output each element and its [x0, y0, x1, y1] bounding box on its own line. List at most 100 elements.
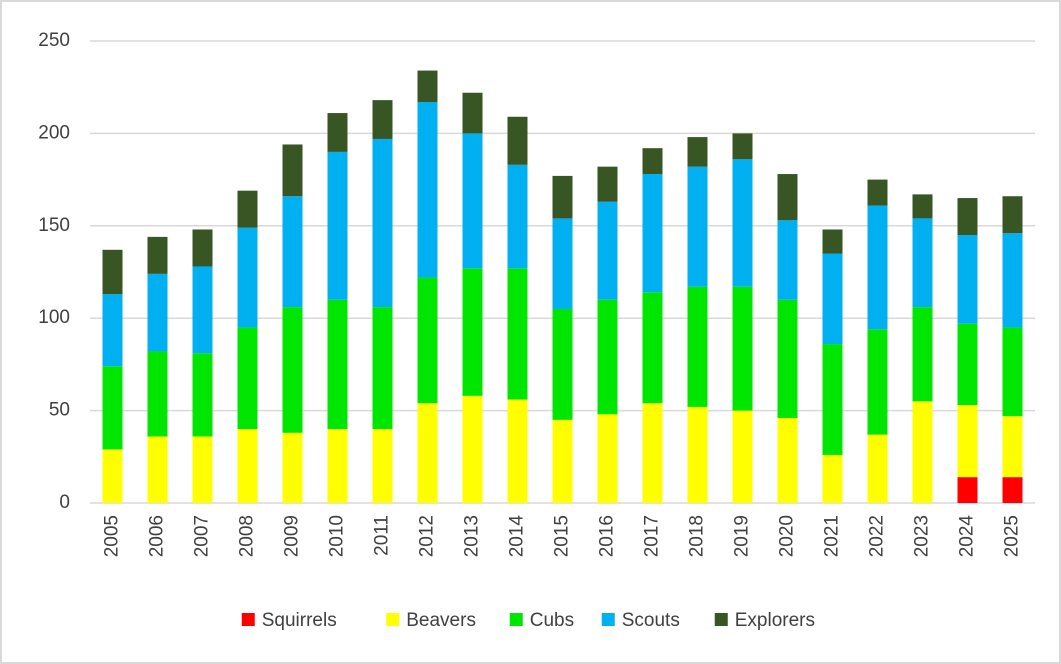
x-tick-label: 2025	[1002, 515, 1023, 557]
bar-segment	[957, 323, 978, 406]
legend-swatch	[601, 613, 615, 626]
bar-segment	[417, 277, 438, 404]
x-tick-label: 2018	[687, 515, 708, 557]
legend-label: Scouts	[622, 610, 680, 631]
bar-segment	[282, 432, 303, 503]
bar-segment	[732, 133, 753, 160]
bar-segment	[867, 329, 888, 435]
bar-segment	[507, 116, 528, 165]
x-tick-label: 2020	[777, 515, 798, 557]
legend-label: Beavers	[406, 610, 476, 631]
bar-segment	[192, 266, 213, 354]
bar-segment	[327, 151, 348, 300]
bar-segment	[237, 190, 258, 228]
bar-segment	[777, 299, 798, 418]
y-tick-label: 200	[38, 122, 70, 143]
y-tick-label: 150	[38, 215, 70, 236]
legend-label: Explorers	[735, 610, 815, 631]
bar-segment	[462, 395, 483, 503]
bar-segment	[147, 351, 168, 437]
bar-segment	[192, 229, 213, 267]
bar-segment	[957, 477, 978, 503]
bar-segment	[372, 138, 393, 308]
x-tick-label: 2010	[327, 515, 348, 557]
bar-segment	[102, 449, 123, 503]
x-tick-label: 2011	[372, 515, 393, 556]
y-tick-label: 0	[59, 492, 70, 513]
bar-segment	[417, 403, 438, 503]
bar-segment	[1002, 196, 1023, 234]
bar-segment	[1002, 233, 1023, 328]
bar-segment	[327, 113, 348, 152]
x-tick-label: 2005	[102, 515, 123, 557]
bar-segment	[237, 227, 258, 328]
bar-segment	[1002, 416, 1023, 478]
bar-segment	[777, 417, 798, 503]
x-tick-label: 2024	[957, 515, 978, 558]
bar-segment	[552, 175, 573, 219]
bar-segment	[1002, 327, 1023, 417]
bar-segment	[867, 434, 888, 503]
bar-segment	[912, 194, 933, 219]
bar-segment	[642, 174, 663, 293]
bar-segment	[102, 294, 123, 367]
bar-segment	[957, 198, 978, 236]
bar-segment	[507, 268, 528, 400]
bar-segment	[957, 405, 978, 478]
x-tick-label: 2015	[552, 515, 573, 557]
y-tick-label: 50	[49, 400, 70, 421]
bar-segment	[912, 218, 933, 308]
bar-segment	[1002, 477, 1023, 503]
bar-segment	[822, 229, 843, 254]
x-tick-label: 2012	[417, 515, 438, 557]
bar-segment	[147, 436, 168, 503]
legend-label: Squirrels	[262, 610, 337, 631]
bar-segment	[372, 429, 393, 503]
x-tick-label: 2013	[462, 515, 483, 557]
bar-segment	[462, 133, 483, 269]
bar-segment	[912, 307, 933, 402]
x-tick-label: 2023	[912, 515, 933, 557]
x-tick-label: 2006	[147, 515, 168, 557]
bar-segment	[687, 406, 708, 503]
bar-segment	[147, 236, 168, 274]
bar-segment	[192, 436, 213, 503]
y-tick-label: 250	[38, 30, 70, 51]
legend-label: Cubs	[530, 610, 574, 631]
bar-segment	[642, 292, 663, 404]
bar-segment	[597, 414, 618, 503]
x-tick-label: 2009	[282, 515, 303, 557]
x-tick-label: 2019	[732, 515, 753, 557]
legend-swatch	[714, 613, 728, 626]
bar-segment	[417, 101, 438, 278]
bar-segment	[732, 410, 753, 503]
bar-segment	[957, 235, 978, 324]
legend-swatch	[386, 613, 400, 626]
bar-segment	[822, 454, 843, 503]
bar-segment	[597, 166, 618, 202]
bar-segment	[912, 401, 933, 503]
bar-segment	[552, 419, 573, 503]
bar-segment	[237, 429, 258, 503]
bar-segment	[777, 174, 798, 221]
bar-segment	[777, 220, 798, 300]
bar-segment	[732, 159, 753, 287]
bar-segment	[282, 144, 303, 197]
bar-segment	[507, 164, 528, 269]
legend-swatch	[509, 613, 523, 626]
bar-segment	[552, 308, 573, 420]
bar-segment	[327, 299, 348, 430]
bar-segment	[102, 366, 123, 450]
bar-segment	[822, 253, 843, 345]
bar-segment	[597, 299, 618, 415]
bar-segment	[327, 429, 348, 503]
x-tick-label: 2014	[507, 515, 528, 558]
bar-segment	[462, 92, 483, 134]
bar-segment	[237, 327, 258, 430]
bar-segment	[417, 70, 438, 102]
bar-segment	[867, 179, 888, 206]
bar-segment	[192, 353, 213, 437]
bar-segment	[687, 166, 708, 287]
bar-segment	[282, 307, 303, 433]
